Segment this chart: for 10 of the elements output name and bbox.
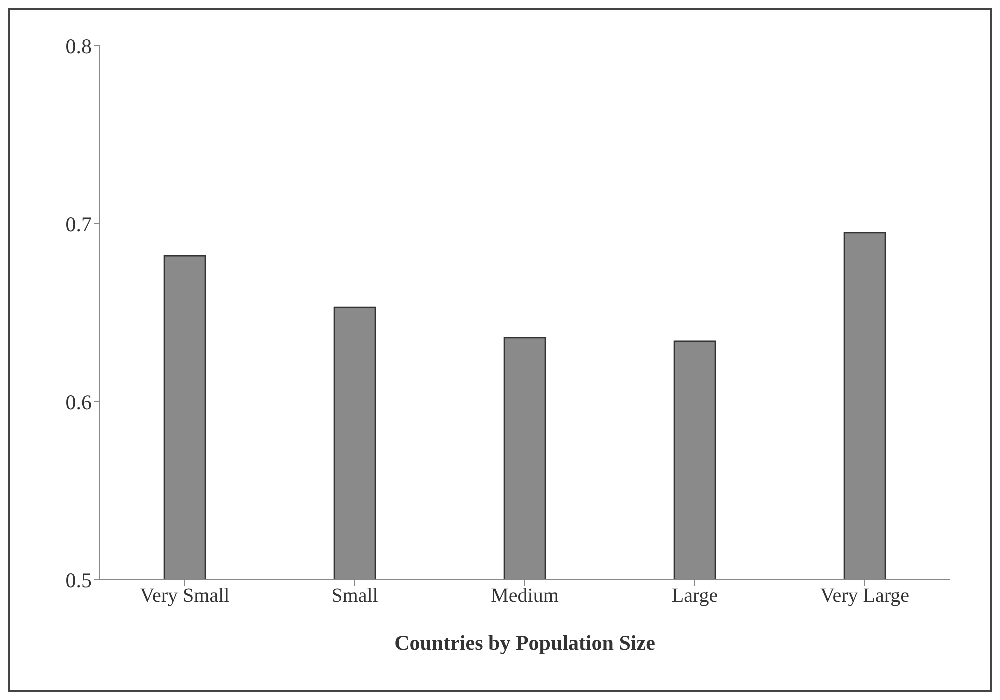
x-tick-label: Very Small (140, 585, 230, 608)
y-tick-label: 0.6 (66, 390, 92, 414)
x-tick-label: Very Large (820, 585, 910, 608)
x-tick-label: Medium (491, 585, 560, 608)
x-tick-label: Small (332, 585, 379, 608)
y-tick-label: 0.7 (66, 212, 92, 236)
x-tick-label: Large (672, 585, 718, 608)
x-axis-title: Countries by Population Size (394, 631, 656, 655)
y-tick-label: 0.8 (66, 34, 92, 58)
y-tick-label: 0.5 (66, 568, 92, 592)
